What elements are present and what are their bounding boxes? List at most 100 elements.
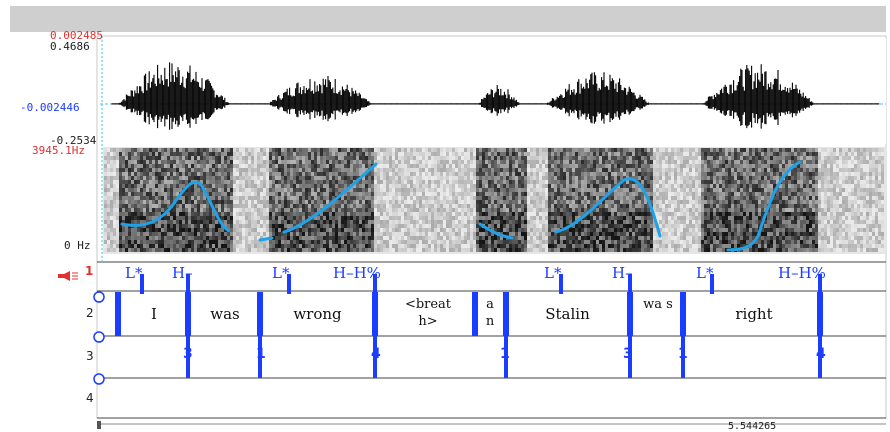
spectrogram-cell: [458, 236, 461, 240]
spectrogram-cell: [629, 148, 632, 152]
spectrogram-cell: [188, 244, 191, 248]
spectrogram-cell: [302, 172, 305, 176]
spectrogram-cell: [116, 208, 119, 212]
spectrogram-cell: [191, 220, 194, 224]
spectrogram-cell: [119, 152, 122, 156]
spectrogram-cell: [131, 180, 134, 184]
spectrogram-cell: [491, 156, 494, 160]
spectrogram-cell: [269, 152, 272, 156]
spectrogram-cell: [113, 232, 116, 236]
spectrogram-cell: [164, 204, 167, 208]
spectrogram-cell: [383, 232, 386, 236]
spectrogram-cell: [419, 164, 422, 168]
spectrogram-cell: [671, 208, 674, 212]
spectrogram-cell: [431, 152, 434, 156]
spectrogram-cell: [245, 176, 248, 180]
spectrogram-cell: [221, 180, 224, 184]
spectrogram-cell: [266, 188, 269, 192]
spectrogram-cell: [572, 168, 575, 172]
spectrogram-cell: [248, 180, 251, 184]
spectrogram-cell: [512, 204, 515, 208]
spectrogram-cell: [281, 228, 284, 232]
spectrogram-cell: [578, 224, 581, 228]
spectrogram-cell: [419, 148, 422, 152]
spectrogram-cell: [167, 240, 170, 244]
spectrogram-cell: [494, 240, 497, 244]
spectrogram-cell: [380, 244, 383, 248]
spectrogram-cell: [383, 196, 386, 200]
spectrogram-cell: [575, 188, 578, 192]
spectrogram-cell: [356, 220, 359, 224]
spectrogram-cell: [212, 176, 215, 180]
spectrogram-cell: [398, 204, 401, 208]
spectrogram-cell: [197, 160, 200, 164]
spectrogram-cell: [659, 196, 662, 200]
spectrogram-cell: [239, 156, 242, 160]
spectrogram-cell: [194, 240, 197, 244]
spectrogram-cell: [191, 156, 194, 160]
spectrogram-cell: [365, 208, 368, 212]
spectrogram-cell: [467, 212, 470, 216]
spectrogram-cell: [125, 188, 128, 192]
spectrogram-cell: [170, 180, 173, 184]
spectrogram-cell: [188, 220, 191, 224]
spectrogram-cell: [311, 164, 314, 168]
spectrogram-cell: [194, 192, 197, 196]
spectrogram-cell: [455, 220, 458, 224]
spectrogram-cell: [188, 168, 191, 172]
spectrogram-cell: [545, 216, 548, 220]
spectrogram-cell: [173, 192, 176, 196]
spectrogram-cell: [116, 212, 119, 216]
spectrogram-cell: [611, 176, 614, 180]
spectrogram-cell: [128, 240, 131, 244]
spectrogram-cell: [308, 220, 311, 224]
spectrogram-cell: [437, 188, 440, 192]
spectrogram-cell: [131, 204, 134, 208]
spectrogram-cell: [554, 180, 557, 184]
spectrogram-cell: [287, 176, 290, 180]
spectrogram-cell: [131, 232, 134, 236]
spectrogram-cell: [560, 208, 563, 212]
spectrogram-cell: [572, 188, 575, 192]
spectrogram-cell: [188, 200, 191, 204]
spectrogram-cell: [482, 184, 485, 188]
spectrogram-cell: [203, 200, 206, 204]
spectrogram-cell: [626, 180, 629, 184]
spectrogram-cell: [620, 160, 623, 164]
spectrogram-cell: [539, 148, 542, 152]
spectrogram-cell: [557, 240, 560, 244]
spectrogram-cell: [620, 244, 623, 248]
spectrogram-cell: [305, 244, 308, 248]
spectrogram-cell: [566, 248, 569, 252]
spectrogram-cell: [563, 184, 566, 188]
spectrogram-cell: [668, 152, 671, 156]
spectrogram-cell: [395, 244, 398, 248]
spectrogram-cell: [479, 200, 482, 204]
spectrogram-cell: [671, 188, 674, 192]
spectrogram-cell: [494, 168, 497, 172]
spectrogram-cell: [230, 176, 233, 180]
spectrogram-cell: [146, 180, 149, 184]
spectrogram-cell: [137, 244, 140, 248]
spectrogram-cell: [653, 236, 656, 240]
spectrogram-cell: [575, 184, 578, 188]
spectrogram-cell: [107, 204, 110, 208]
spectrogram-cell: [401, 236, 404, 240]
spectrogram-cell: [131, 244, 134, 248]
spectrogram-cell: [119, 208, 122, 212]
spectrogram-cell: [104, 156, 107, 160]
spectrogram-cell: [260, 236, 263, 240]
spectrogram-cell: [383, 184, 386, 188]
spectrogram-cell: [611, 216, 614, 220]
spectrogram-cell: [311, 212, 314, 216]
spectrogram-cell: [320, 192, 323, 196]
spectrogram-cell: [437, 164, 440, 168]
spectrogram-cell: [131, 248, 134, 252]
spectrogram-cell: [491, 196, 494, 200]
spectrogram-cell: [581, 196, 584, 200]
spectrogram-cell: [107, 244, 110, 248]
spectrogram-cell: [524, 156, 527, 160]
spectrogram-cell: [596, 192, 599, 196]
spectrogram-cell: [209, 148, 212, 152]
